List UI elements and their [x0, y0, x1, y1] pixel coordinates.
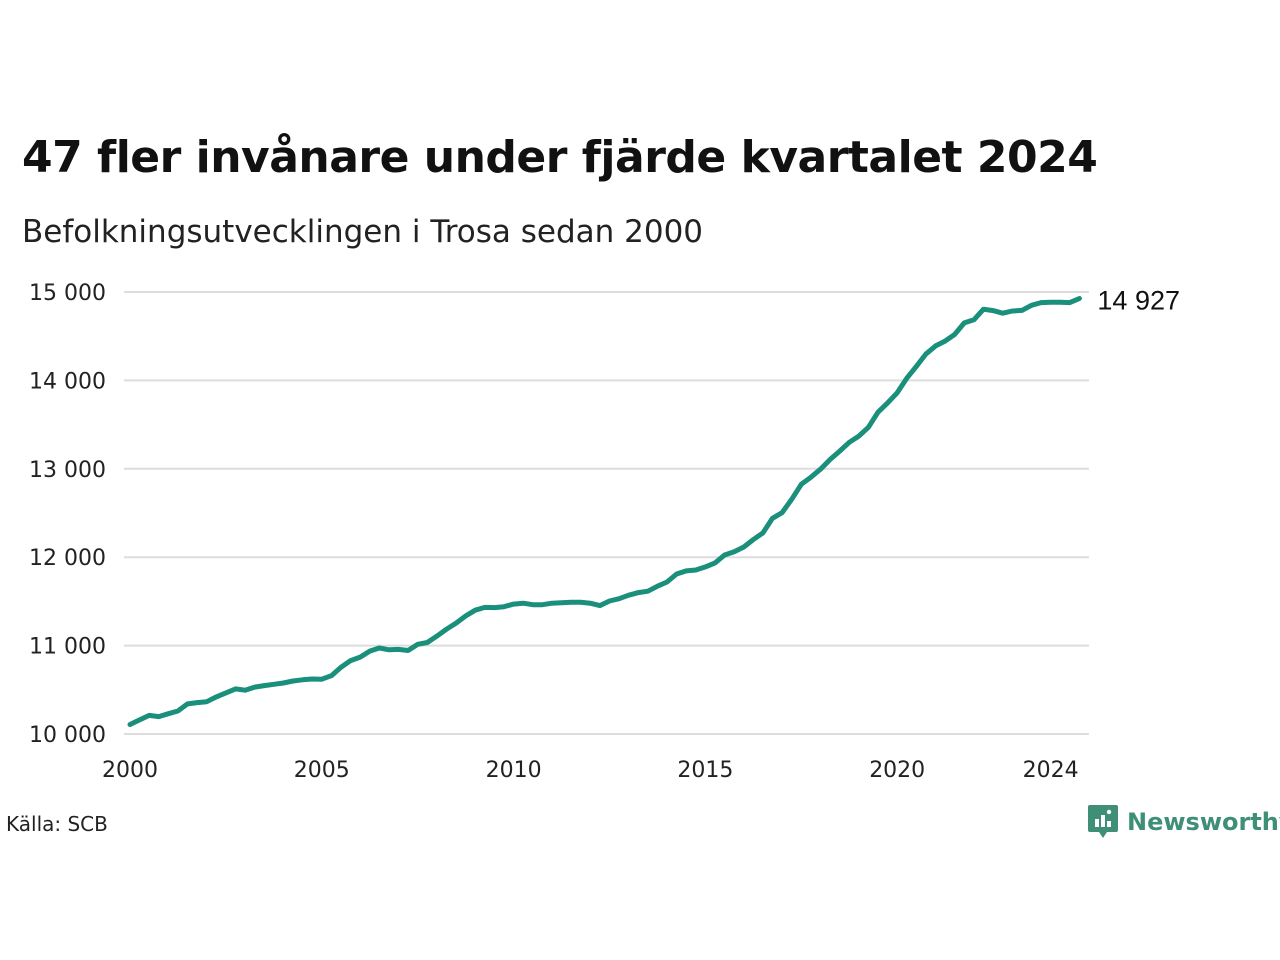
y-tick-label: 11 000	[29, 635, 106, 660]
x-tick-label: 2005	[294, 758, 350, 783]
x-axis-tick-labels: 2000 2005 2010 2015 2020 2024	[102, 758, 1079, 783]
y-tick-label: 10 000	[29, 723, 106, 748]
series-layer	[127, 296, 1082, 727]
x-tick-label: 2024	[1023, 758, 1079, 783]
y-tick-label: 14 000	[29, 369, 106, 394]
y-tick-label: 12 000	[29, 546, 106, 571]
end-value-label: 14 927	[1097, 285, 1180, 315]
y-tick-label: 15 000	[29, 281, 106, 306]
gridlines	[124, 291, 1089, 735]
x-tick-label: 2000	[102, 758, 158, 783]
chart-title: 47 fler invånare under fjärde kvartalet …	[22, 132, 1098, 183]
brand-name: Newsworthy	[1127, 808, 1280, 836]
population-series-line	[127, 296, 1082, 727]
y-axis-tick-labels: 10 000 11 000 12 000 13 000 14 000 15 000	[29, 281, 106, 748]
chart-subtitle: Befolkningsutvecklingen i Trosa sedan 20…	[22, 214, 704, 250]
x-tick-label: 2010	[486, 758, 542, 783]
newsworthy-logo-icon	[1088, 805, 1118, 838]
newsworthy-brand[interactable]: Newsworthy	[1087, 804, 1280, 840]
x-tick-label: 2015	[677, 758, 733, 783]
y-tick-label: 13 000	[29, 458, 106, 483]
source-note: Källa: SCB	[6, 812, 108, 836]
x-tick-label: 2020	[869, 758, 925, 783]
